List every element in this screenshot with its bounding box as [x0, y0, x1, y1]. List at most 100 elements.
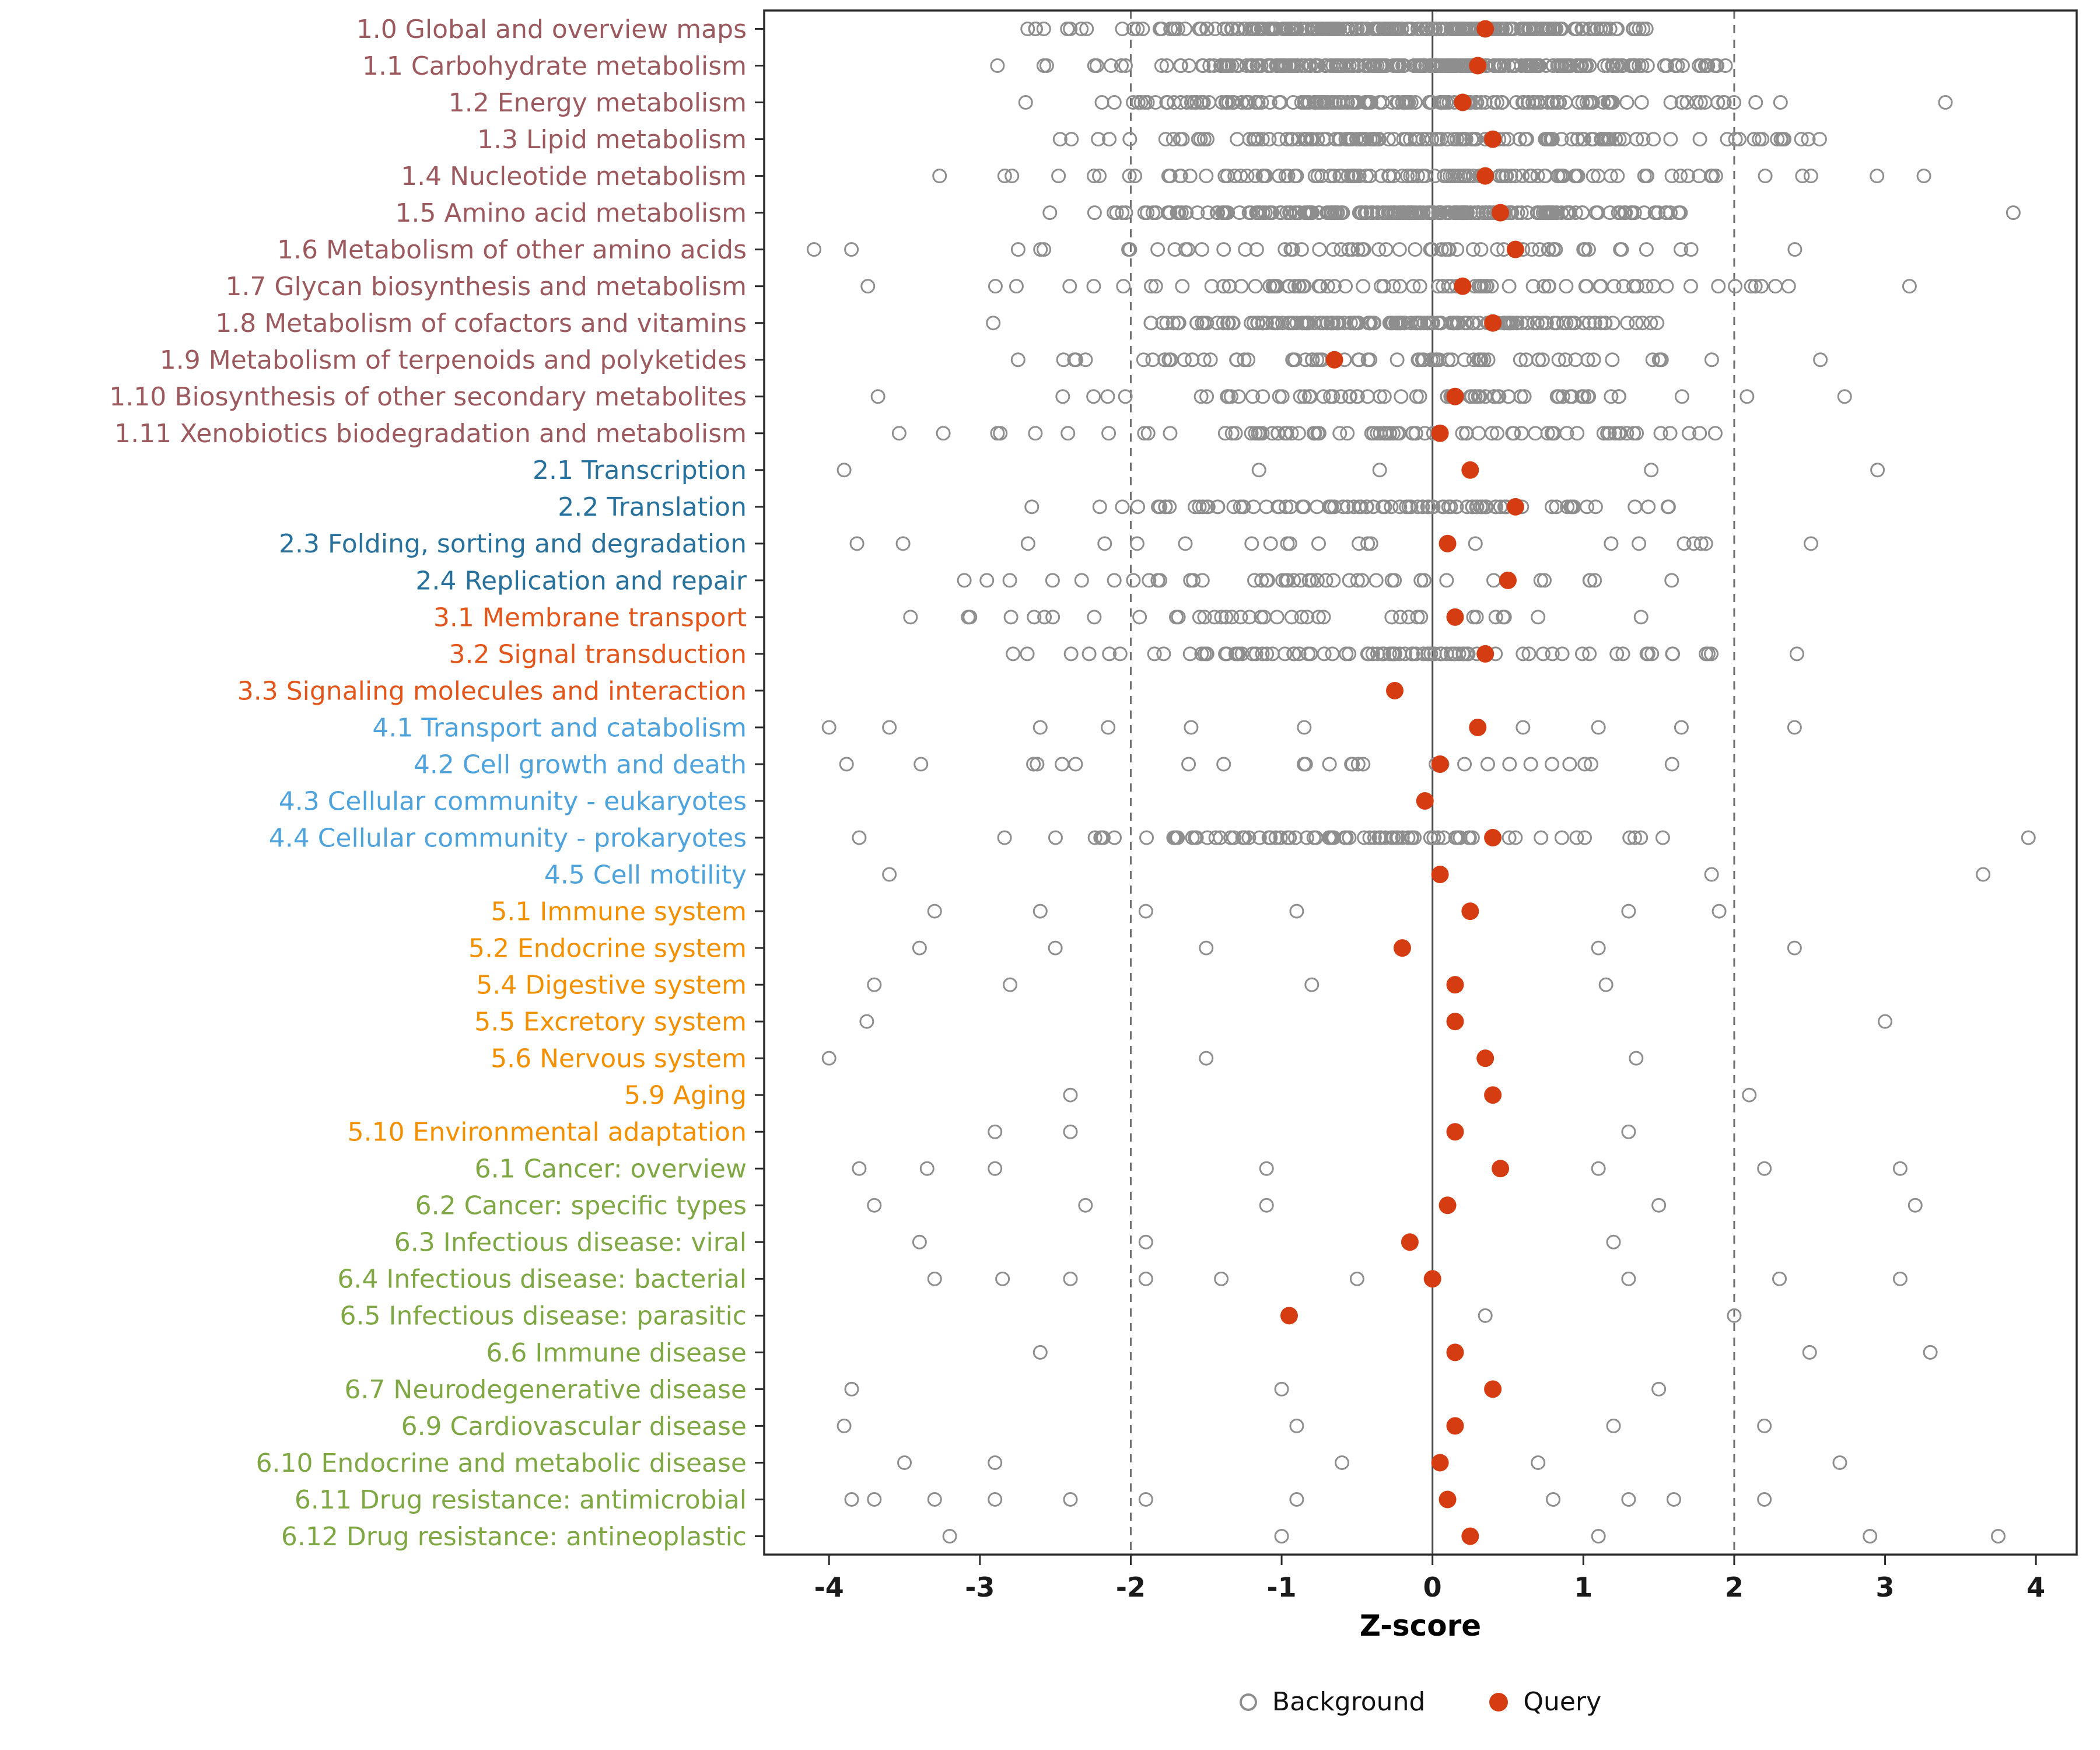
background-point: [1404, 22, 1419, 37]
background-point: [1617, 205, 1632, 220]
background-point: [1591, 1161, 1606, 1176]
background-point: [1976, 867, 1991, 882]
background-point: [1060, 426, 1076, 441]
background-point: [1231, 389, 1246, 404]
background-point: [1370, 22, 1385, 37]
background-point: [1068, 757, 1083, 772]
background-point: [1346, 499, 1362, 514]
background-point: [1597, 316, 1612, 331]
category-label: 1.11 Xenobiotics biodegradation and meta…: [114, 419, 747, 449]
background-point: [1570, 132, 1585, 147]
background-point: [1140, 205, 1155, 220]
background-point: [1349, 132, 1364, 147]
background-point: [1350, 389, 1365, 404]
background-point: [1892, 1161, 1908, 1176]
background-point: [1335, 205, 1350, 220]
background-point: [1243, 205, 1258, 220]
background-point: [1107, 205, 1122, 220]
background-point: [1416, 646, 1431, 662]
background-point: [1832, 1455, 1847, 1470]
background-point: [1297, 720, 1312, 735]
background-point: [1342, 646, 1357, 662]
background-point: [1629, 426, 1644, 441]
background-point: [1087, 610, 1102, 625]
background-point: [988, 1124, 1003, 1139]
background-point: [882, 867, 897, 882]
background-point: [1045, 573, 1060, 588]
background-point: [1262, 279, 1278, 294]
category-label: 3.3 Signaling molecules and interaction: [237, 676, 747, 706]
background-point: [1294, 242, 1309, 257]
background-point: [1116, 279, 1131, 294]
background-point: [1197, 610, 1212, 625]
query-point: [1423, 1270, 1441, 1288]
background-point: [1390, 426, 1405, 441]
background-point: [1707, 426, 1723, 441]
background-point: [1908, 1198, 1923, 1213]
background-point: [1236, 830, 1251, 845]
category-label: 6.2 Cancer: specific types: [415, 1191, 747, 1221]
query-point: [1431, 1454, 1449, 1472]
background-point: [1402, 205, 1417, 220]
background-point: [1392, 499, 1408, 514]
background-point: [1608, 426, 1623, 441]
background-point: [1259, 646, 1275, 662]
background-point: [1938, 95, 1953, 110]
background-point: [1474, 242, 1489, 257]
x-tick-label: -3: [965, 1572, 995, 1603]
background-point: [1480, 352, 1496, 368]
background-point: [1150, 242, 1166, 257]
category-label: 1.3 Lipid metabolism: [477, 125, 747, 155]
background-point: [1459, 426, 1474, 441]
background-point: [1290, 132, 1306, 147]
background-point: [1336, 316, 1352, 331]
background-point: [1515, 95, 1530, 110]
background-point: [897, 1455, 912, 1470]
background-point: [1151, 499, 1166, 514]
background-point: [1311, 536, 1326, 551]
background-point: [1409, 389, 1424, 404]
background-point: [1087, 830, 1102, 845]
background-point: [807, 242, 822, 257]
background-point: [1345, 242, 1360, 257]
background-point: [1757, 1492, 1772, 1507]
background-point: [1568, 205, 1583, 220]
background-point: [1576, 316, 1591, 331]
background-point: [1351, 58, 1366, 74]
background-point: [1286, 95, 1301, 110]
background-point: [1262, 95, 1278, 110]
background-point: [1548, 242, 1563, 257]
background-point: [1444, 646, 1459, 662]
background-point: [1455, 426, 1470, 441]
background-point: [1346, 58, 1361, 74]
background-point: [1248, 279, 1263, 294]
background-point: [1657, 58, 1672, 74]
background-point: [1326, 169, 1342, 184]
background-point: [1163, 352, 1178, 368]
background-point: [1322, 757, 1337, 772]
background-point: [1024, 499, 1040, 514]
background-point: [1037, 610, 1052, 625]
background-point: [1365, 646, 1380, 662]
background-point: [1606, 1234, 1621, 1250]
background-point: [1390, 58, 1405, 74]
background-point: [867, 977, 882, 992]
background-point: [1126, 95, 1141, 110]
background-point: [1248, 132, 1263, 147]
background-point: [1519, 132, 1534, 147]
background-point: [1349, 1271, 1364, 1286]
background-point: [1045, 610, 1060, 625]
background-point: [1256, 610, 1272, 625]
background-point: [1299, 830, 1314, 845]
query-point: [1446, 1343, 1464, 1362]
query-point: [1325, 351, 1343, 369]
background-point: [1398, 205, 1413, 220]
query-point: [1484, 314, 1502, 332]
background-point: [1447, 169, 1462, 184]
background-point: [1430, 279, 1446, 294]
background-point: [1663, 95, 1678, 110]
query-point: [1461, 1527, 1479, 1545]
background-point: [1545, 499, 1560, 514]
background-point: [1115, 205, 1130, 220]
category-label: 4.5 Cell motility: [544, 860, 747, 890]
